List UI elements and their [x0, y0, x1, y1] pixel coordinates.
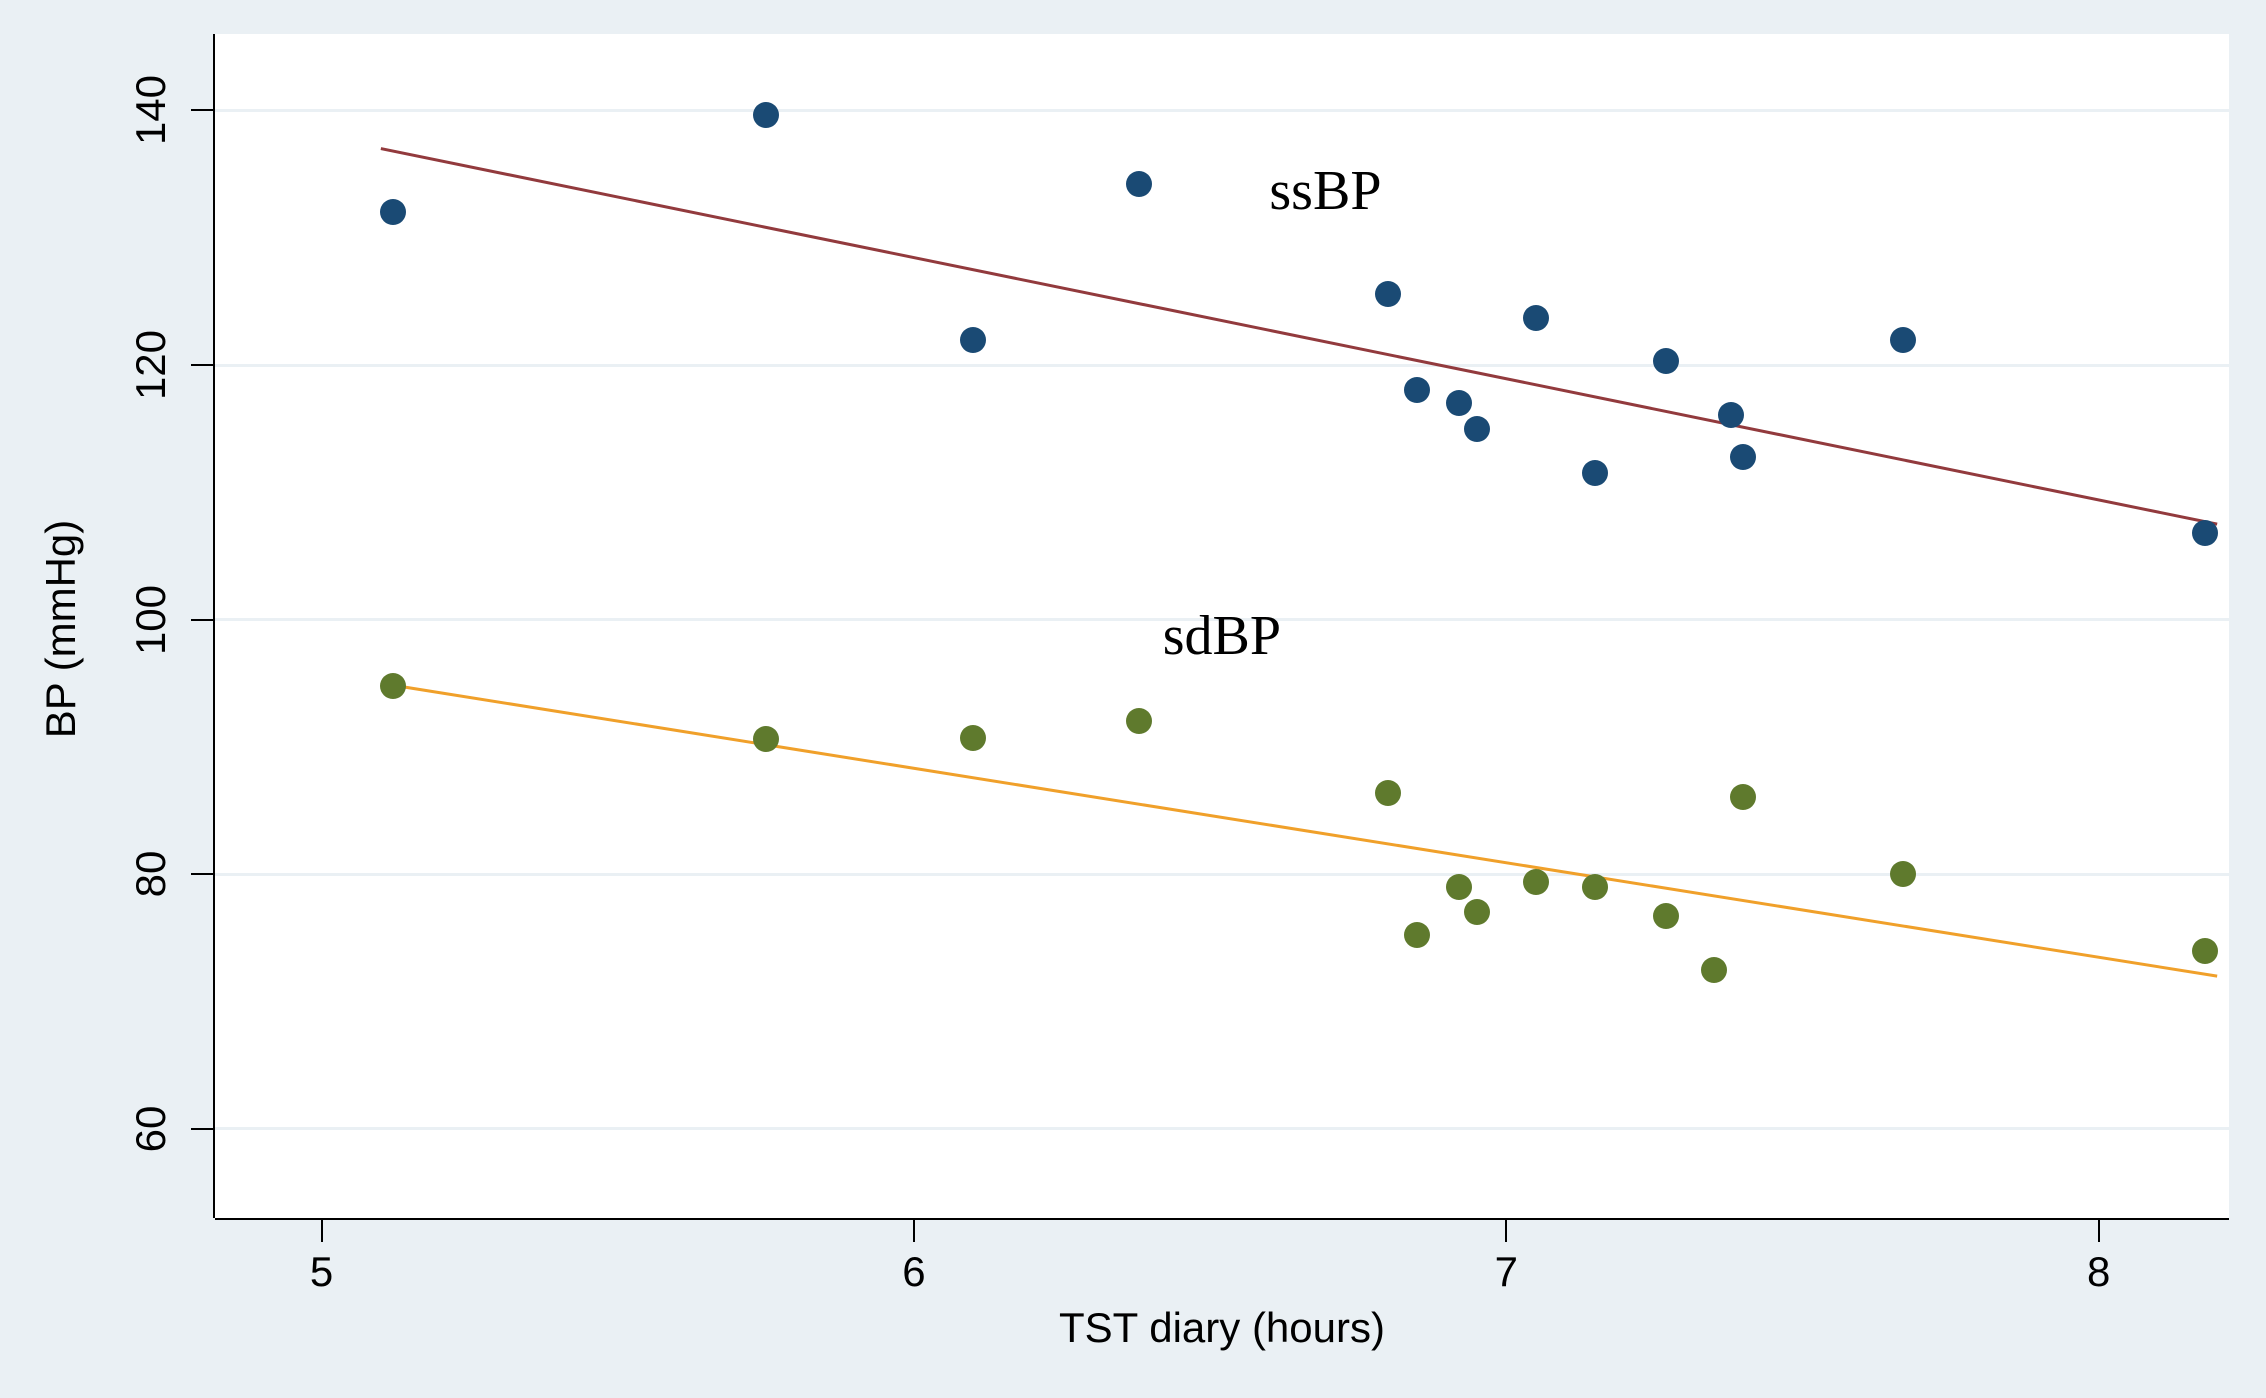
data-point-sdBP [1375, 780, 1401, 806]
data-point-sdBP [1446, 874, 1472, 900]
data-point-sdBP [1523, 869, 1549, 895]
data-point-ssBP [1446, 390, 1472, 416]
data-point-ssBP [1375, 281, 1401, 307]
chart-container: 60801001201405678TST diary (hours)BP (mm… [0, 0, 2266, 1398]
data-point-sdBP [1464, 899, 1490, 925]
trendline-sdBP [381, 683, 2217, 976]
data-point-ssBP [1523, 305, 1549, 331]
data-point-sdBP [1701, 957, 1727, 983]
trendlines-layer [0, 0, 2266, 1398]
data-point-ssBP [960, 327, 986, 353]
data-point-ssBP [1890, 327, 1916, 353]
series-label-ssBP: ssBP [1269, 159, 1381, 223]
data-point-ssBP [1464, 416, 1490, 442]
series-label-sdBP: sdBP [1163, 604, 1281, 668]
data-point-sdBP [380, 673, 406, 699]
data-point-sdBP [1582, 874, 1608, 900]
data-point-sdBP [1730, 784, 1756, 810]
data-point-ssBP [1718, 402, 1744, 428]
data-point-sdBP [2192, 938, 2218, 964]
data-point-ssBP [380, 199, 406, 225]
data-point-sdBP [753, 726, 779, 752]
data-point-ssBP [1730, 444, 1756, 470]
